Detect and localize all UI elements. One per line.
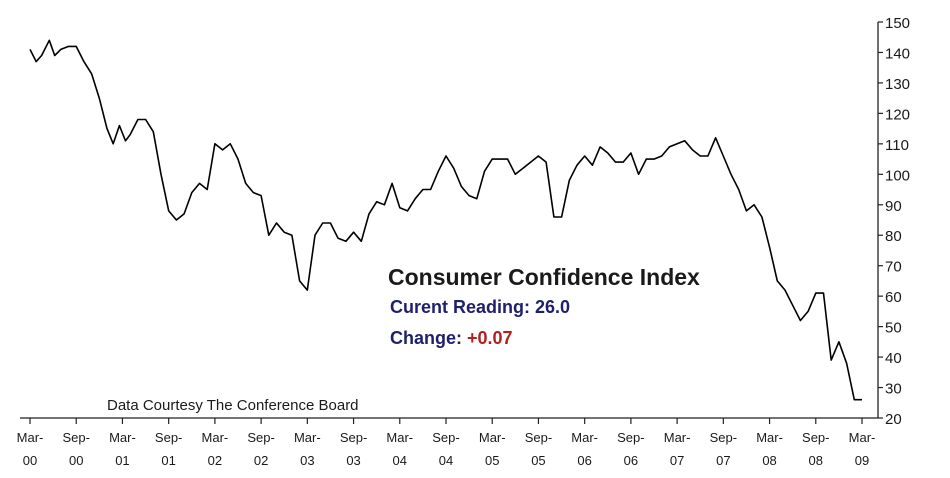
x-tick-label-year: 05 (531, 453, 545, 468)
x-tick-label-year: 03 (300, 453, 314, 468)
x-tick-label-month: Mar- (479, 430, 506, 445)
x-tick-label-month: Mar- (756, 430, 783, 445)
x-tick-label-year: 07 (716, 453, 730, 468)
change-reading: Change: +0.07 (390, 328, 513, 349)
x-tick-label-year: 02 (254, 453, 268, 468)
y-tick-label: 80 (885, 228, 902, 245)
current-reading-value: 26.0 (535, 297, 571, 317)
change-label: Change: (390, 328, 462, 348)
x-tick-label-month: Sep- (617, 430, 644, 445)
x-tick-label-month: Mar- (17, 430, 44, 445)
data-source-note: Data Courtesy The Conference Board (107, 397, 359, 414)
y-tick-label: 130 (885, 76, 910, 93)
x-tick-label-month: Mar- (571, 430, 598, 445)
x-tick-label-month: Mar- (109, 430, 136, 445)
x-tick-label-year: 04 (439, 453, 453, 468)
x-tick-label-month: Sep- (155, 430, 182, 445)
plot-area (29, 39, 862, 401)
x-tick-label-year: 06 (577, 453, 591, 468)
x-tick-label-year: 08 (762, 453, 776, 468)
x-tick-label-year: 00 (23, 453, 37, 468)
x-tick-label-year: 01 (161, 453, 175, 468)
x-tick-label-year: 00 (69, 453, 83, 468)
chart-title: Consumer Confidence Index (388, 264, 700, 290)
x-tick-label-month: Sep- (62, 430, 89, 445)
y-tick-label: 120 (885, 106, 910, 123)
x-tick-label-year: 07 (670, 453, 684, 468)
current-reading: Curent Reading: 26.0 (390, 297, 570, 318)
x-tick-label-month: Sep- (247, 430, 274, 445)
x-tick-label-month: Sep- (710, 430, 737, 445)
x-tick-label-month: Sep- (432, 430, 459, 445)
x-tick-label-year: 04 (393, 453, 407, 468)
x-tick-label-month: Mar- (294, 430, 321, 445)
y-tick-label: 70 (885, 259, 902, 276)
x-tick-label-month: Mar- (849, 430, 876, 445)
y-tick-label: 150 (885, 15, 910, 32)
series-line (29, 39, 862, 401)
y-axis: 20 30 40 50 60 70 80 90 100 110 120 130 140 150 (877, 15, 910, 428)
y-tick-label: 40 (885, 350, 902, 367)
x-tick-label-month: Mar- (664, 430, 691, 445)
y-tick-label: 110 (885, 137, 909, 154)
x-tick-label-year: 01 (115, 453, 129, 468)
y-tick-label: 90 (885, 198, 902, 215)
x-tick-label-year: 05 (485, 453, 499, 468)
x-tick-label-month: Mar- (202, 430, 229, 445)
x-tick-label-month: Sep- (802, 430, 829, 445)
y-tick-label: 60 (885, 289, 902, 306)
y-tick-label: 20 (885, 411, 902, 428)
change-value: +0.07 (467, 328, 513, 348)
current-reading-label: Curent Reading: (390, 297, 531, 317)
x-tick-label-year: 03 (346, 453, 360, 468)
x-tick-label-year: 02 (208, 453, 222, 468)
x-tick-label-year: 06 (624, 453, 638, 468)
x-tick-label-month: Mar- (386, 430, 413, 445)
y-tick-label: 100 (885, 167, 910, 184)
x-axis: Mar- 00 Sep- 00 Mar- 01 Sep- 01 Mar- 02 Sep- 02 Mar-… (17, 417, 878, 468)
y-tick-label: 50 (885, 320, 902, 337)
x-tick-label-year: 09 (855, 453, 869, 468)
x-tick-label-year: 08 (809, 453, 823, 468)
y-tick-label: 30 (885, 381, 902, 398)
x-tick-label-month: Sep- (340, 430, 367, 445)
x-tick-label-month: Sep- (525, 430, 552, 445)
y-tick-label: 140 (885, 45, 910, 62)
